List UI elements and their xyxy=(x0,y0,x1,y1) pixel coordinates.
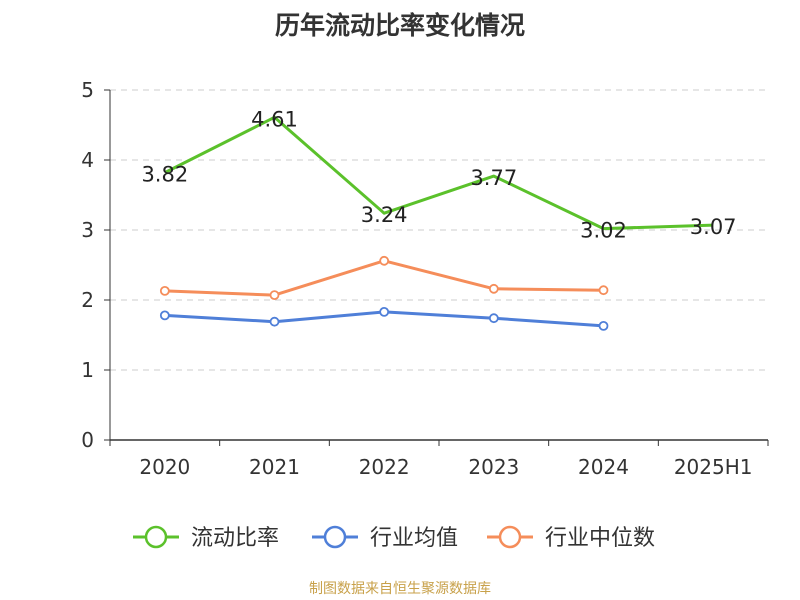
legend-label[interactable]: 行业均值 xyxy=(370,526,458,551)
grid-layer xyxy=(110,89,768,371)
x-tick-label: 2020 xyxy=(139,455,190,479)
data-point xyxy=(598,285,609,296)
chart-title: 历年流动比率变化情况 xyxy=(274,11,525,40)
legend[interactable]: 流动比率 行业均值 行业中位数 xyxy=(133,525,655,551)
y-tick-label: 3 xyxy=(81,218,94,242)
data-point xyxy=(488,313,499,324)
x-tick-label: 2021 xyxy=(249,455,300,479)
y-tick-label: 2 xyxy=(81,288,94,312)
data-point xyxy=(488,283,499,294)
data-point xyxy=(598,320,609,331)
data-label: 3.77 xyxy=(470,166,517,190)
data-label: 4.61 xyxy=(251,107,298,131)
x-tick-label: 2023 xyxy=(468,455,519,479)
data-label: 3.24 xyxy=(361,203,408,227)
x-tick-label: 2022 xyxy=(359,455,410,479)
data-point xyxy=(379,255,390,266)
source-note: 制图数据来自恒生聚源数据库 xyxy=(309,581,491,597)
legend-swatch-marker[interactable] xyxy=(498,525,522,549)
data-point xyxy=(379,306,390,317)
x-tick-label: 2025H1 xyxy=(674,455,753,479)
y-tick-label: 4 xyxy=(81,148,94,172)
series-line-0 xyxy=(164,115,714,231)
data-label: 3.07 xyxy=(690,215,737,239)
x-tick-label: 2024 xyxy=(578,455,629,479)
data-point xyxy=(159,310,170,321)
legend-swatch-marker[interactable] xyxy=(323,525,347,549)
y-tick-label: 1 xyxy=(81,358,94,382)
legend-label[interactable]: 流动比率 xyxy=(191,526,279,551)
series-line-2 xyxy=(164,259,604,297)
data-point xyxy=(269,290,280,301)
y-tick-label: 5 xyxy=(81,78,94,102)
legend-label[interactable]: 行业中位数 xyxy=(545,526,655,551)
axis-layer: 0 1 2 3 4 5 2020 2021 2022 2023 2024 2025H1 xyxy=(81,78,769,479)
data-point xyxy=(269,316,280,327)
y-tick-label: 0 xyxy=(81,428,94,452)
label-layer: 3.82 4.61 3.24 3.77 3.02 3.07 xyxy=(141,107,736,242)
data-label: 3.02 xyxy=(580,219,627,243)
data-label: 3.82 xyxy=(141,163,188,187)
legend-swatch-marker[interactable] xyxy=(144,525,168,549)
series-layer xyxy=(159,115,714,331)
data-point xyxy=(159,285,170,296)
